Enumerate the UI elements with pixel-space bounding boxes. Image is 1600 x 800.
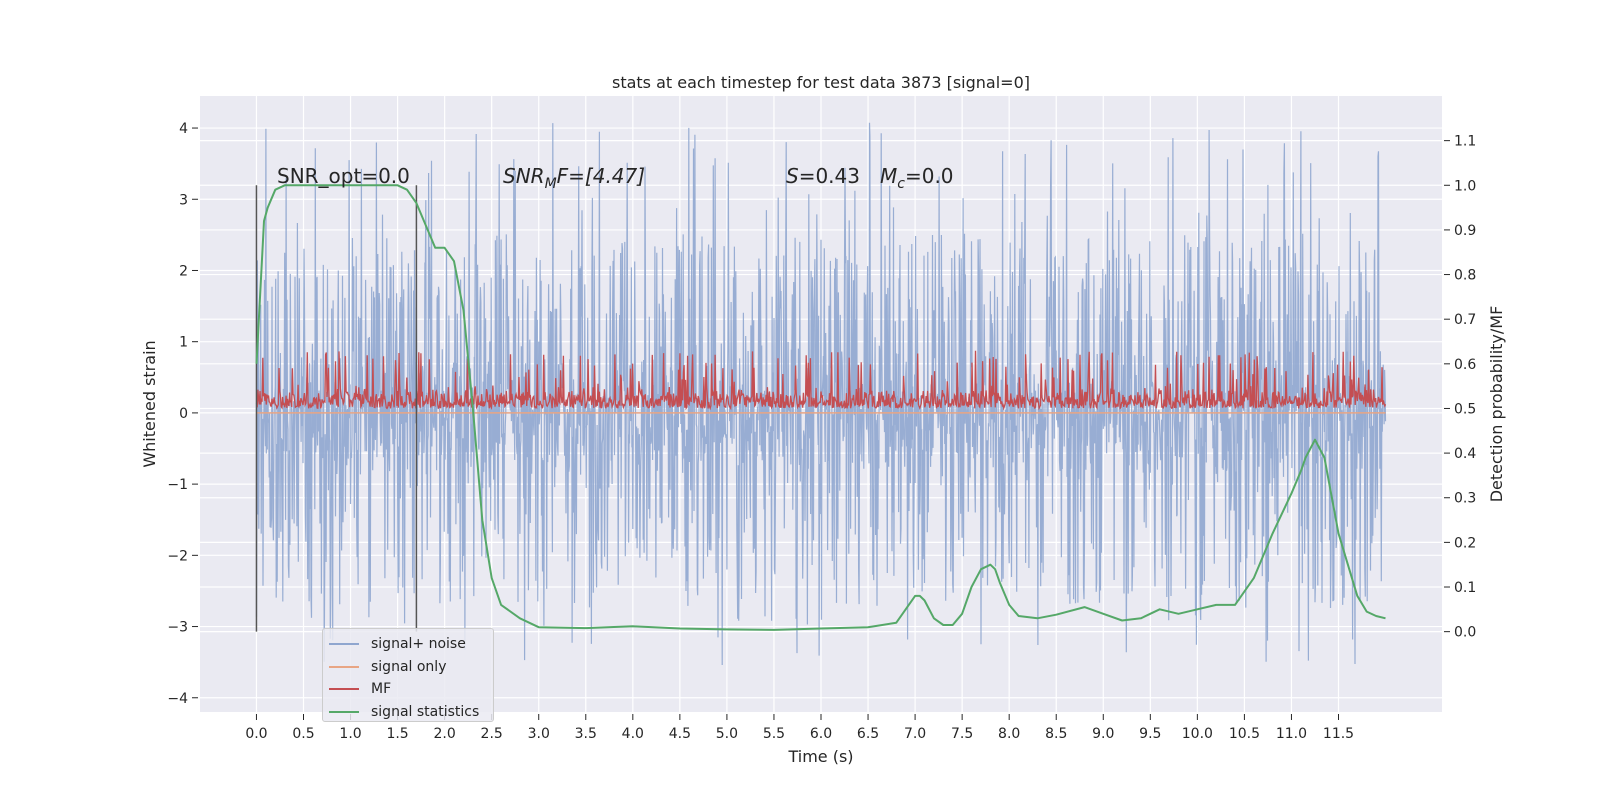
x-tick-label: 7.5 (951, 726, 973, 742)
legend-item-signal-plus-noise: signal+ noise (329, 633, 487, 656)
axis-ticks: 0.0 0.5 1.0 1.5 2.0 2.5 3.0 3.5 4.0 4.5 5.0 5.5 6.0 6… (167, 121, 1476, 742)
y2-tick-label: 0.9 (1454, 223, 1476, 239)
legend-item-signal-statistics: signal statistics (329, 701, 487, 724)
y2-tick-label: 1.1 (1454, 134, 1476, 150)
x-axis-label: Time (s) (787, 747, 853, 766)
annotation-snr-opt: SNR_opt=0.0 (277, 164, 410, 188)
statistics-trace (255, 184, 1386, 631)
x-tick-label: 3.0 (528, 726, 550, 742)
x-tick-label: 10.0 (1182, 726, 1213, 742)
vertical-markers (255, 185, 418, 632)
chart-title: stats at each timestep for test data 387… (612, 73, 1030, 92)
x-tick-label: 8.5 (1045, 726, 1067, 742)
legend-swatch-signal-only (329, 665, 359, 668)
legend-item-signal-only: signal only (329, 656, 487, 679)
y-axis-label: Whitened strain (140, 340, 159, 467)
y-tick-label: 4 (179, 121, 188, 137)
y2-tick-label: 0.6 (1454, 357, 1476, 373)
x-tick-label: 5.0 (716, 726, 738, 742)
x-tick-label: 2.5 (481, 726, 503, 742)
series-signal-statistics (255, 184, 1386, 631)
y-tick-label: 0 (179, 406, 188, 422)
legend-label: signal only (371, 658, 447, 675)
y2-tick-label: 0.5 (1454, 401, 1476, 417)
x-tick-label: 2.0 (434, 726, 456, 742)
legend: signal+ noise signal only MF signal stat… (322, 628, 494, 722)
annotation-mc: Mc=0.0 (880, 164, 954, 192)
x-tick-label: 1.0 (339, 726, 361, 742)
legend-swatch-signal-statistics (329, 710, 359, 713)
s-main: S (786, 164, 799, 188)
y-tick-label: −4 (167, 691, 188, 707)
legend-label: MF (371, 681, 392, 698)
series-mf (255, 350, 1387, 411)
mc-main: M (880, 164, 897, 188)
x-tick-label: 4.0 (622, 726, 644, 742)
x-tick-label: 3.5 (575, 726, 597, 742)
legend-label: signal+ noise (371, 636, 466, 653)
x-tick-label: 11.5 (1323, 726, 1354, 742)
x-tick-label: 4.5 (669, 726, 691, 742)
annotation-snr-mf: SNRMF=[4.47] (503, 164, 645, 192)
x-tick-label: 7.0 (904, 726, 926, 742)
x-tick-label: 6.5 (857, 726, 879, 742)
x-tick-label: 0.0 (245, 726, 267, 742)
y2-tick-label: 0.4 (1454, 446, 1476, 462)
y-tick-label: −3 (167, 620, 188, 636)
x-tick-label: 8.0 (998, 726, 1020, 742)
snr-mf-rest: F=[4.47] (557, 164, 645, 188)
legend-swatch-mf (329, 688, 359, 691)
snr-mf-main: SNR (503, 164, 545, 188)
x-tick-label: 6.0 (810, 726, 832, 742)
y2-tick-label: 0.2 (1454, 535, 1476, 551)
legend-label: signal statistics (371, 703, 480, 720)
mc-rest: =0.0 (905, 164, 954, 188)
x-tick-label: 9.0 (1092, 726, 1114, 742)
snr-mf-sub: M (545, 176, 557, 192)
s-rest: =0.43 (799, 164, 860, 188)
y-tick-label: 3 (179, 192, 188, 208)
x-tick-label: 1.5 (386, 726, 408, 742)
x-tick-label: 5.5 (763, 726, 785, 742)
x-tick-label: 0.5 (292, 726, 314, 742)
mc-sub: c (897, 176, 905, 192)
y-tick-label: −1 (167, 477, 188, 493)
x-tick-label: 10.5 (1229, 726, 1260, 742)
mf-trace (255, 350, 1387, 411)
y-tick-label: 1 (179, 335, 188, 351)
x-tick-label: 11.0 (1276, 726, 1307, 742)
y2-tick-label: 0.3 (1454, 491, 1476, 507)
y2-tick-label: 0.8 (1454, 268, 1476, 284)
y-tick-label: 2 (179, 263, 188, 279)
y2-axis-label: Detection probability/MF (1487, 306, 1506, 503)
x-tick-label: 9.5 (1139, 726, 1161, 742)
legend-item-mf: MF (329, 678, 487, 701)
y2-tick-label: 0.1 (1454, 580, 1476, 596)
y2-tick-label: 1.0 (1454, 178, 1476, 194)
annotation-s: S=0.43 (786, 164, 860, 188)
y2-tick-label: 0.0 (1454, 625, 1476, 641)
legend-swatch-signal-plus-noise (329, 643, 359, 646)
y2-tick-label: 0.7 (1454, 312, 1476, 328)
y-tick-label: −2 (167, 548, 188, 564)
